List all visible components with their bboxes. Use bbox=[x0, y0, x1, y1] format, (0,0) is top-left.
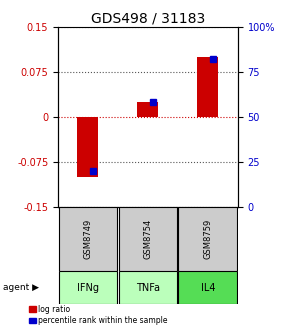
Text: TNFa: TNFa bbox=[136, 283, 160, 293]
Bar bbox=[137, 102, 158, 117]
Text: IFNg: IFNg bbox=[77, 283, 99, 293]
Bar bbox=[119, 207, 177, 271]
Bar bbox=[197, 57, 218, 117]
Bar bbox=[178, 207, 237, 271]
Legend: log ratio, percentile rank within the sample: log ratio, percentile rank within the sa… bbox=[30, 305, 167, 325]
Bar bbox=[59, 271, 117, 304]
Text: agent ▶: agent ▶ bbox=[3, 283, 39, 292]
Bar bbox=[119, 271, 177, 304]
Bar bbox=[59, 207, 117, 271]
Text: GSM8754: GSM8754 bbox=[143, 219, 153, 259]
Bar bbox=[178, 271, 237, 304]
Text: GSM8749: GSM8749 bbox=[84, 219, 93, 259]
Title: GDS498 / 31183: GDS498 / 31183 bbox=[91, 12, 205, 26]
Bar bbox=[77, 117, 98, 177]
Text: IL4: IL4 bbox=[201, 283, 215, 293]
Text: GSM8759: GSM8759 bbox=[203, 219, 212, 259]
